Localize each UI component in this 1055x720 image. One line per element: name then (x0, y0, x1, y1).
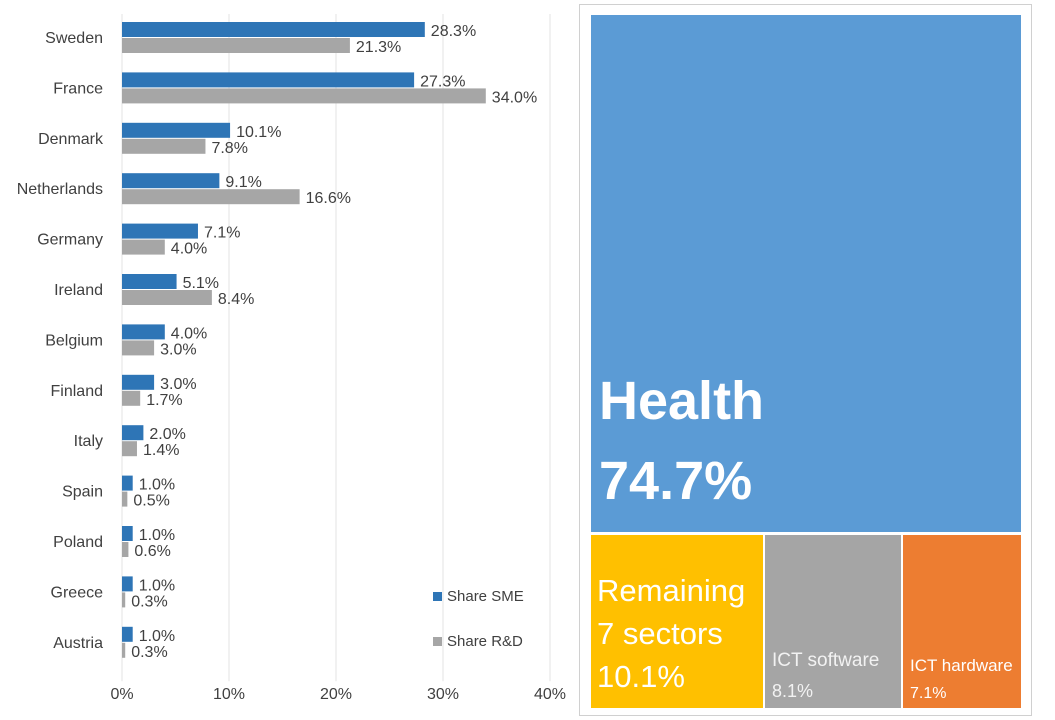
treemap-tile-remaining: Remaining 7 sectors 10.1% (591, 535, 763, 708)
bar-share-r-d (122, 290, 212, 305)
health-name-label: Health (599, 371, 765, 431)
bar-share-sme (122, 475, 133, 491)
data-label: 0.3% (131, 644, 167, 661)
data-label: 28.3% (431, 23, 476, 40)
bar-share-r-d (122, 592, 126, 608)
data-label: 3.0% (160, 376, 196, 393)
bar-share-r-d (122, 340, 155, 356)
treemap-chart: Health 74.7% Remaining 7 sectors 10.1% I… (579, 4, 1032, 716)
bar-share-r-d (122, 138, 206, 154)
legend-label: Share R&D (447, 633, 523, 650)
bar-share-r-d (122, 38, 350, 53)
bar-share-r-d (122, 642, 126, 658)
category-label: Greece (51, 584, 104, 601)
bar-share-sme (122, 72, 415, 88)
category-label: Netherlands (17, 181, 103, 198)
bar-share-sme (122, 122, 231, 138)
data-label: 3.0% (160, 341, 196, 358)
bar-share-sme (122, 173, 220, 189)
data-label: 16.6% (306, 190, 351, 207)
x-tick-label: 40% (534, 686, 566, 703)
data-label: 1.0% (139, 527, 175, 544)
ict-software-value-label: 8.1% (772, 681, 814, 701)
treemap-tile-ict-software: ICT software 8.1% (765, 535, 901, 708)
bar-share-sme (122, 22, 425, 37)
category-label: France (53, 80, 103, 97)
category-label: Germany (37, 232, 103, 249)
data-label: 0.6% (134, 543, 170, 560)
bar-share-r-d (122, 239, 165, 255)
data-label: 9.1% (225, 174, 261, 191)
treemap-tile-ict-hardware: ICT hardware 7.1% (903, 535, 1021, 708)
category-label: Spain (62, 484, 103, 501)
data-label: 2.0% (149, 426, 185, 443)
bar-share-r-d (122, 189, 300, 205)
remaining-value-label: 10.1% (597, 659, 685, 694)
data-label: 7.1% (204, 225, 240, 242)
ict-hardware-name-label: ICT hardware (910, 656, 1013, 675)
data-label: 1.0% (139, 477, 175, 494)
data-label: 1.7% (146, 392, 182, 409)
category-label: Denmark (38, 131, 104, 148)
data-label: 34.0% (492, 89, 537, 106)
category-label: Italy (74, 433, 103, 450)
data-label: 1.0% (139, 628, 175, 645)
category-label: Ireland (54, 282, 103, 299)
legend-swatch-share-r-d (433, 637, 442, 646)
x-tick-label: 10% (213, 686, 245, 703)
bar-share-r-d (122, 491, 128, 507)
remaining-name-label: Remaining 7 sectors (597, 573, 746, 651)
ict-hardware-value-label: 7.1% (910, 685, 947, 702)
data-label: 1.4% (143, 442, 179, 459)
category-label: Finland (51, 383, 103, 400)
data-label: 10.1% (236, 124, 281, 141)
ict-software-name-label: ICT software (772, 650, 880, 671)
data-label: 21.3% (356, 39, 401, 56)
category-label: Sweden (45, 30, 103, 47)
treemap-tile-health: Health 74.7% (591, 15, 1021, 532)
category-label: Poland (53, 534, 103, 551)
bar-share-r-d (122, 88, 486, 104)
data-label: 0.3% (131, 593, 167, 610)
bar-share-sme (122, 324, 165, 340)
legend-label: Share SME (447, 588, 524, 605)
data-label: 4.0% (171, 325, 207, 342)
bar-share-sme (122, 274, 177, 289)
bar-share-r-d (122, 390, 141, 406)
bar-share-sme (122, 374, 155, 390)
data-label: 4.0% (171, 241, 207, 258)
data-label: 7.8% (211, 140, 247, 157)
data-label: 0.5% (133, 493, 169, 510)
data-label: 5.1% (183, 275, 219, 292)
data-label: 1.0% (139, 577, 175, 594)
bar-chart: 0% 10% 20% 30% 40% Sweden 28.3% 21.3% France 27.3… (17, 14, 566, 703)
category-label: Belgium (45, 332, 103, 349)
legend-swatch-share-sme (433, 592, 442, 601)
health-value-label: 74.7% (599, 451, 753, 511)
category-label: Austria (53, 635, 103, 652)
bar-share-sme (122, 425, 144, 441)
data-label: 8.4% (218, 291, 254, 308)
bar-share-r-d (122, 542, 129, 557)
bar-share-sme (122, 576, 133, 592)
data-label: 27.3% (420, 73, 465, 90)
bar-share-sme (122, 526, 133, 541)
bar-share-r-d (122, 441, 137, 457)
bar-share-sme (122, 223, 198, 239)
x-tick-label: 30% (427, 686, 459, 703)
bar-share-sme (122, 626, 133, 642)
x-tick-label: 20% (320, 686, 352, 703)
x-tick-label: 0% (110, 686, 133, 703)
